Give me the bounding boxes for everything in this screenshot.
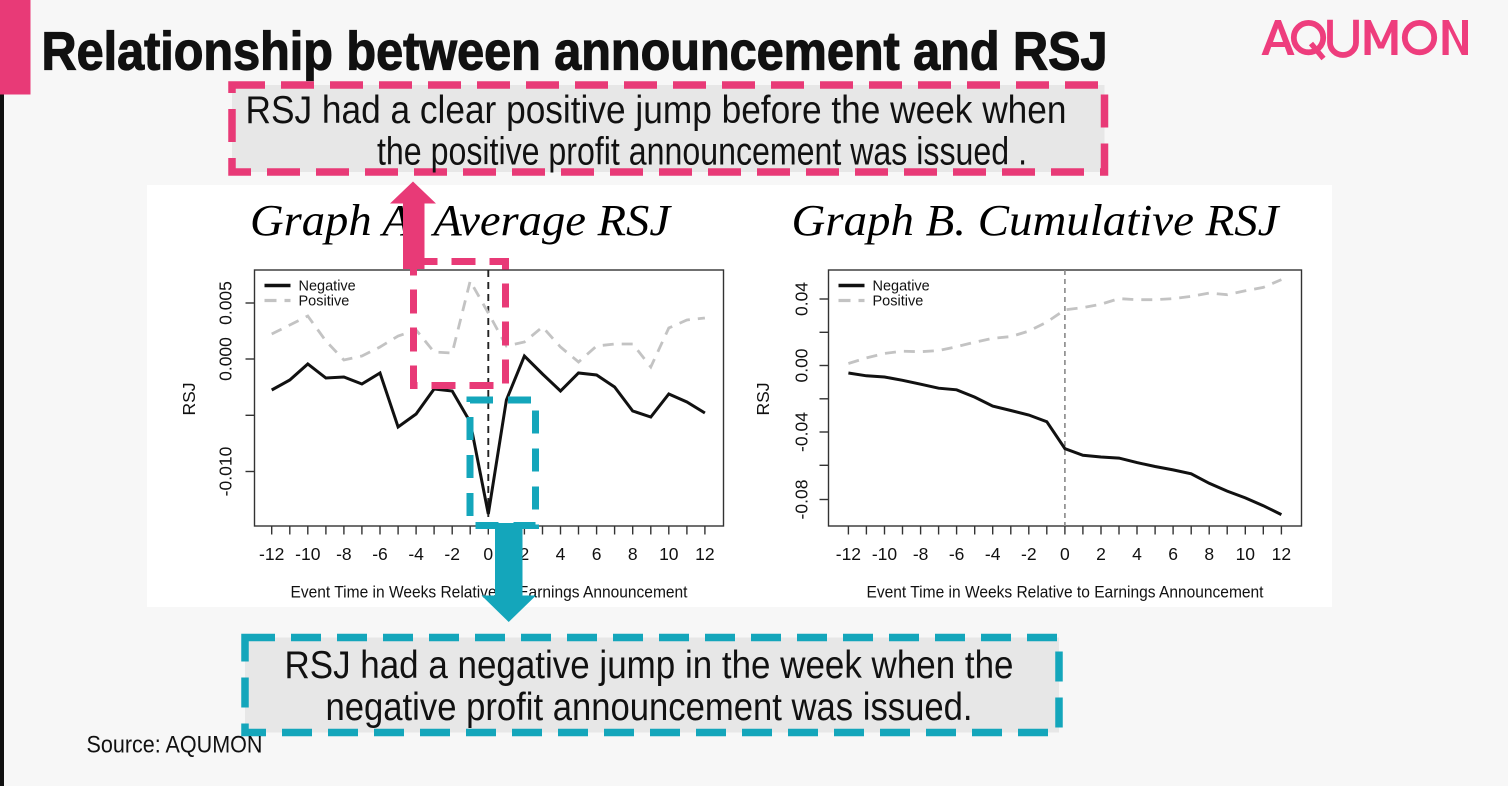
svg-text:Positive: Positive bbox=[873, 294, 924, 310]
svg-text:-2: -2 bbox=[1021, 544, 1037, 564]
svg-text:Graph B. Cumulative RSJ: Graph B. Cumulative RSJ bbox=[792, 196, 1282, 245]
svg-text:10: 10 bbox=[659, 544, 679, 564]
svg-text:-0.010: -0.010 bbox=[216, 446, 236, 496]
svg-text:6: 6 bbox=[1168, 544, 1178, 564]
svg-text:10: 10 bbox=[1236, 544, 1256, 564]
svg-text:Positive: Positive bbox=[299, 294, 350, 310]
svg-text:negative profit announcement w: negative profit announcement was issued. bbox=[326, 686, 973, 729]
svg-text:Source: AQUMON: Source: AQUMON bbox=[87, 732, 263, 759]
svg-text:-10: -10 bbox=[872, 544, 898, 564]
svg-text:12: 12 bbox=[1272, 544, 1291, 564]
svg-text:-4: -4 bbox=[408, 544, 424, 564]
svg-text:0.000: 0.000 bbox=[216, 337, 236, 381]
svg-text:0: 0 bbox=[483, 544, 493, 564]
svg-text:0.005: 0.005 bbox=[216, 281, 236, 325]
svg-text:8: 8 bbox=[628, 544, 638, 564]
svg-text:Graph A. Average RSJ: Graph A. Average RSJ bbox=[250, 196, 673, 245]
svg-text:12: 12 bbox=[695, 544, 714, 564]
svg-text:RSJ: RSJ bbox=[753, 382, 773, 415]
svg-text:RSJ had a clear positive jump: RSJ had a clear positive jump before the… bbox=[246, 89, 1067, 132]
svg-text:Event Time in Weeks Relative t: Event Time in Weeks Relative to Earnings… bbox=[867, 583, 1264, 602]
svg-text:Negative: Negative bbox=[873, 279, 930, 295]
svg-text:0.04: 0.04 bbox=[792, 282, 812, 316]
svg-text:0.00: 0.00 bbox=[792, 348, 812, 382]
svg-text:-4: -4 bbox=[985, 544, 1001, 564]
svg-text:RSJ had a negative jump in the: RSJ had a negative jump in the week when… bbox=[285, 644, 1014, 687]
svg-text:Relationship between announcem: Relationship between announcement and RS… bbox=[42, 22, 1108, 82]
svg-text:6: 6 bbox=[592, 544, 602, 564]
svg-text:-2: -2 bbox=[444, 544, 460, 564]
svg-text:2: 2 bbox=[1096, 544, 1106, 564]
svg-text:-8: -8 bbox=[913, 544, 929, 564]
svg-text:2: 2 bbox=[520, 544, 530, 564]
svg-text:-0.04: -0.04 bbox=[792, 412, 812, 452]
svg-text:4: 4 bbox=[1132, 544, 1142, 564]
svg-text:Negative: Negative bbox=[299, 279, 356, 295]
svg-text:Event Time in Weeks Relative t: Event Time in Weeks Relative to Earnings… bbox=[291, 583, 688, 602]
svg-text:-6: -6 bbox=[372, 544, 388, 564]
svg-text:-12: -12 bbox=[259, 544, 284, 564]
svg-text:-8: -8 bbox=[336, 544, 352, 564]
svg-text:8: 8 bbox=[1204, 544, 1214, 564]
svg-text:-0.08: -0.08 bbox=[792, 480, 812, 520]
svg-text:4: 4 bbox=[556, 544, 566, 564]
svg-text:-12: -12 bbox=[836, 544, 861, 564]
svg-text:-10: -10 bbox=[295, 544, 321, 564]
svg-text:0: 0 bbox=[1060, 544, 1070, 564]
svg-text:RSJ: RSJ bbox=[179, 382, 199, 415]
svg-text:-6: -6 bbox=[949, 544, 965, 564]
svg-text:the positive profit announceme: the positive profit announcement was iss… bbox=[377, 131, 1027, 174]
